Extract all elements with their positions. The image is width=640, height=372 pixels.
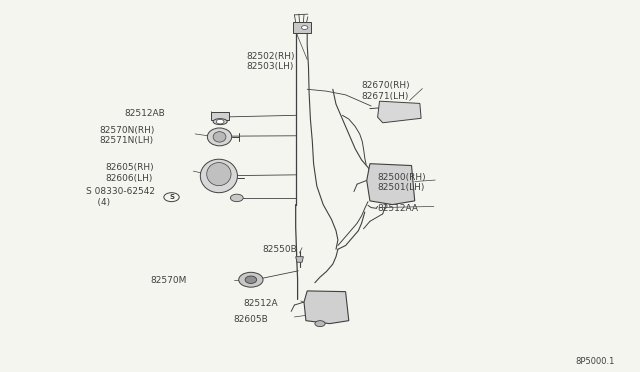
Circle shape (315, 321, 325, 327)
Polygon shape (304, 291, 349, 324)
Text: 82500(RH)
82501(LH): 82500(RH) 82501(LH) (378, 173, 426, 192)
Text: 82512AA: 82512AA (378, 204, 419, 213)
Ellipse shape (239, 272, 263, 287)
Text: 82570N(RH)
82571N(LH): 82570N(RH) 82571N(LH) (99, 126, 155, 145)
Ellipse shape (213, 119, 227, 125)
Text: 82670(RH)
82671(LH): 82670(RH) 82671(LH) (362, 81, 410, 101)
Circle shape (301, 26, 308, 29)
Circle shape (216, 119, 224, 124)
Ellipse shape (245, 276, 257, 283)
Text: 82502(RH)
82503(LH): 82502(RH) 82503(LH) (246, 52, 295, 71)
Polygon shape (378, 101, 421, 123)
Text: S 08330-62542
    (4): S 08330-62542 (4) (86, 187, 156, 207)
Text: 82512AB: 82512AB (125, 109, 166, 118)
Ellipse shape (207, 128, 232, 146)
Text: 8P5000.1: 8P5000.1 (575, 357, 614, 366)
Bar (293, 22, 311, 33)
Text: 82550B: 82550B (262, 245, 297, 254)
Ellipse shape (213, 132, 226, 142)
Ellipse shape (200, 159, 237, 193)
Text: 82570M: 82570M (150, 276, 187, 285)
Polygon shape (367, 164, 415, 205)
Text: 82605B: 82605B (234, 315, 268, 324)
Text: 82605(RH)
82606(LH): 82605(RH) 82606(LH) (106, 163, 154, 183)
Ellipse shape (207, 163, 231, 186)
Text: 82512A: 82512A (243, 299, 278, 308)
Polygon shape (296, 257, 303, 262)
Bar (211, 112, 229, 120)
Text: S: S (169, 194, 174, 200)
Circle shape (230, 194, 243, 202)
